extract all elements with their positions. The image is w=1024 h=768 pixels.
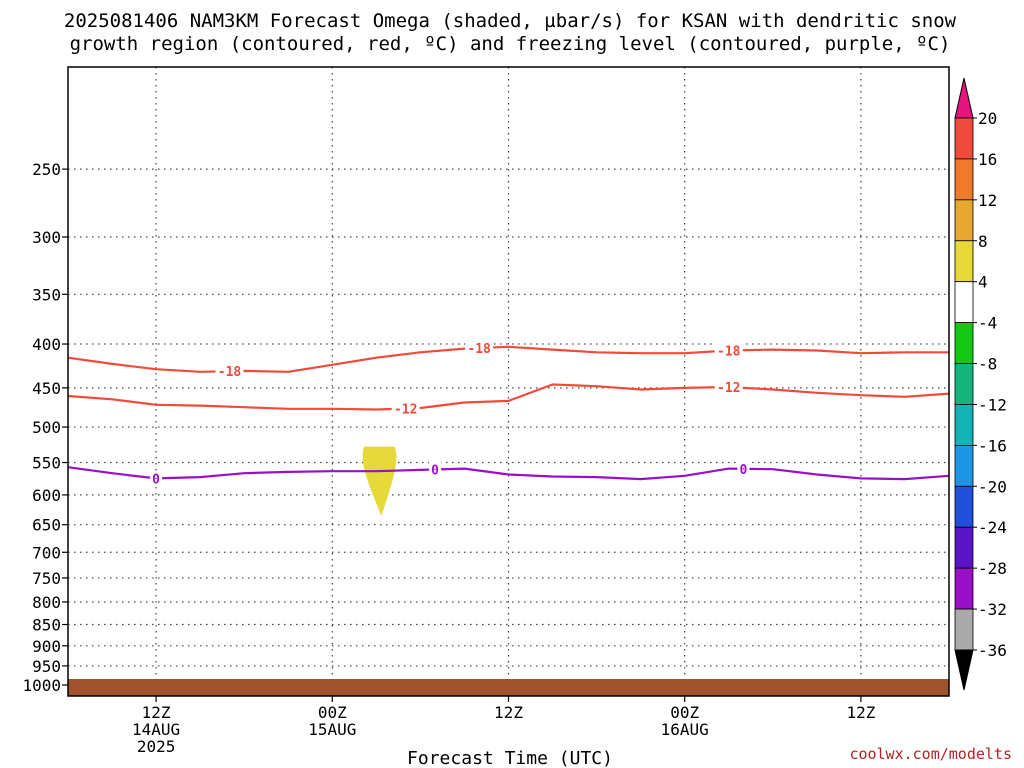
contour-label-background [429, 461, 442, 478]
colorbar-band [954, 608, 974, 651]
contour-line--18 [67, 345, 949, 373]
x-tick-label: 2025 [137, 737, 176, 756]
plot-area: -18 -18 -18 -12 -12 0 0 0 [67, 66, 950, 697]
colorbar-band [954, 240, 974, 283]
colorbar-band [954, 485, 974, 528]
y-tick-label: 900 [32, 637, 61, 656]
contour-label-background [391, 400, 420, 417]
y-axis: 250 300 350 400 450 500 550 600 650 700 750 800 850 9… [22, 160, 68, 695]
colorbar-label: -24 [978, 518, 1007, 537]
contour-label: 0 [431, 463, 439, 478]
contour-label: -12 [717, 381, 740, 396]
colorbar-band [954, 199, 974, 242]
x-axis-title: Forecast Time (UTC) [407, 748, 613, 768]
ground-surface [68, 679, 949, 696]
colorbar-label: 8 [978, 232, 988, 251]
y-tick-label: 600 [32, 486, 61, 505]
contour-label-background [150, 470, 163, 487]
contour-label-background [737, 460, 750, 477]
surface-fill [68, 679, 949, 696]
y-tick-label: 950 [32, 657, 61, 676]
colorbar-label: -12 [978, 395, 1007, 414]
colorbar-label: -8 [978, 355, 997, 374]
contour-line--12 [67, 383, 950, 411]
omega-shading [362, 446, 397, 517]
colorbar-label: -16 [978, 436, 1007, 455]
contour-label: 0 [152, 472, 160, 487]
colorbar: 20 16 12 8 4 -4 -8 -12 -16 -20 -24 -28 -32 -36 [954, 77, 1007, 691]
contour-label: -12 [394, 402, 417, 417]
contour-line-0 [67, 466, 950, 481]
y-tick-label: 1000 [22, 676, 61, 695]
colorbar-band [954, 526, 974, 569]
credit-text: coolwx.com/modelts [849, 745, 1012, 763]
colorbar-band [954, 363, 974, 405]
y-tick-label: 550 [32, 454, 61, 473]
colorbar-band [954, 158, 974, 201]
colorbar-label: -32 [978, 600, 1007, 619]
y-tick-label: 750 [32, 569, 61, 588]
colorbar-band [954, 567, 974, 610]
colorbar-label: -36 [978, 641, 1007, 660]
y-tick-label: 400 [32, 335, 61, 354]
contour-label-background [465, 340, 494, 357]
colorbar-label: 4 [978, 273, 988, 292]
y-tick-label: 800 [32, 593, 61, 612]
colorbar-band [954, 281, 974, 324]
y-tick-label: 700 [32, 543, 61, 562]
contour-label: 0 [740, 463, 748, 478]
y-tick-label: 300 [32, 228, 61, 247]
colorbar-label: -20 [978, 477, 1007, 496]
x-tick-label: 14AUG [132, 720, 180, 739]
contour-label-background [714, 379, 743, 396]
chart-title-line-2: growth region (contoured, red, ºC) and f… [70, 33, 951, 55]
x-tick-label: 12Z [494, 703, 523, 722]
colorbar-top-triangle [954, 77, 974, 119]
contour-label-background [215, 363, 244, 380]
colorbar-band [954, 322, 974, 364]
colorbar-band [954, 404, 974, 446]
contour-label-background [714, 342, 743, 359]
contour-label: -18 [717, 344, 741, 359]
x-tick-label: 15AUG [308, 720, 356, 739]
colorbar-label: -28 [978, 559, 1007, 578]
x-tick-label: 00Z [318, 703, 347, 722]
omega-shaded-region [362, 446, 397, 517]
y-tick-label: 350 [32, 285, 61, 304]
colorbar-label: 12 [978, 191, 997, 210]
y-tick-label: 850 [32, 616, 61, 635]
y-tick-label: 450 [32, 379, 61, 398]
contour-label: -18 [218, 365, 242, 380]
gridlines [68, 67, 949, 696]
x-tick-label: 12Z [846, 703, 875, 722]
chart-title-line-1: 2025081406 NAM3KM Forecast Omega (shaded… [64, 10, 957, 32]
x-tick-label: 12Z [142, 703, 171, 722]
x-tick-label: 00Z [670, 703, 699, 722]
colorbar-label: -4 [978, 314, 997, 333]
y-tick-label: 650 [32, 516, 61, 535]
contours: -18 -18 -18 -12 -12 0 0 0 [67, 340, 950, 487]
y-tick-label: 250 [32, 160, 61, 179]
colorbar-band [954, 117, 974, 160]
contour-label: -18 [467, 342, 491, 357]
colorbar-label: 16 [978, 150, 997, 169]
colorbar-bottom-triangle [954, 649, 974, 691]
colorbar-label: 20 [978, 109, 997, 128]
x-tick-label: 16AUG [661, 720, 709, 739]
y-tick-label: 500 [32, 418, 61, 437]
colorbar-band [954, 444, 974, 487]
